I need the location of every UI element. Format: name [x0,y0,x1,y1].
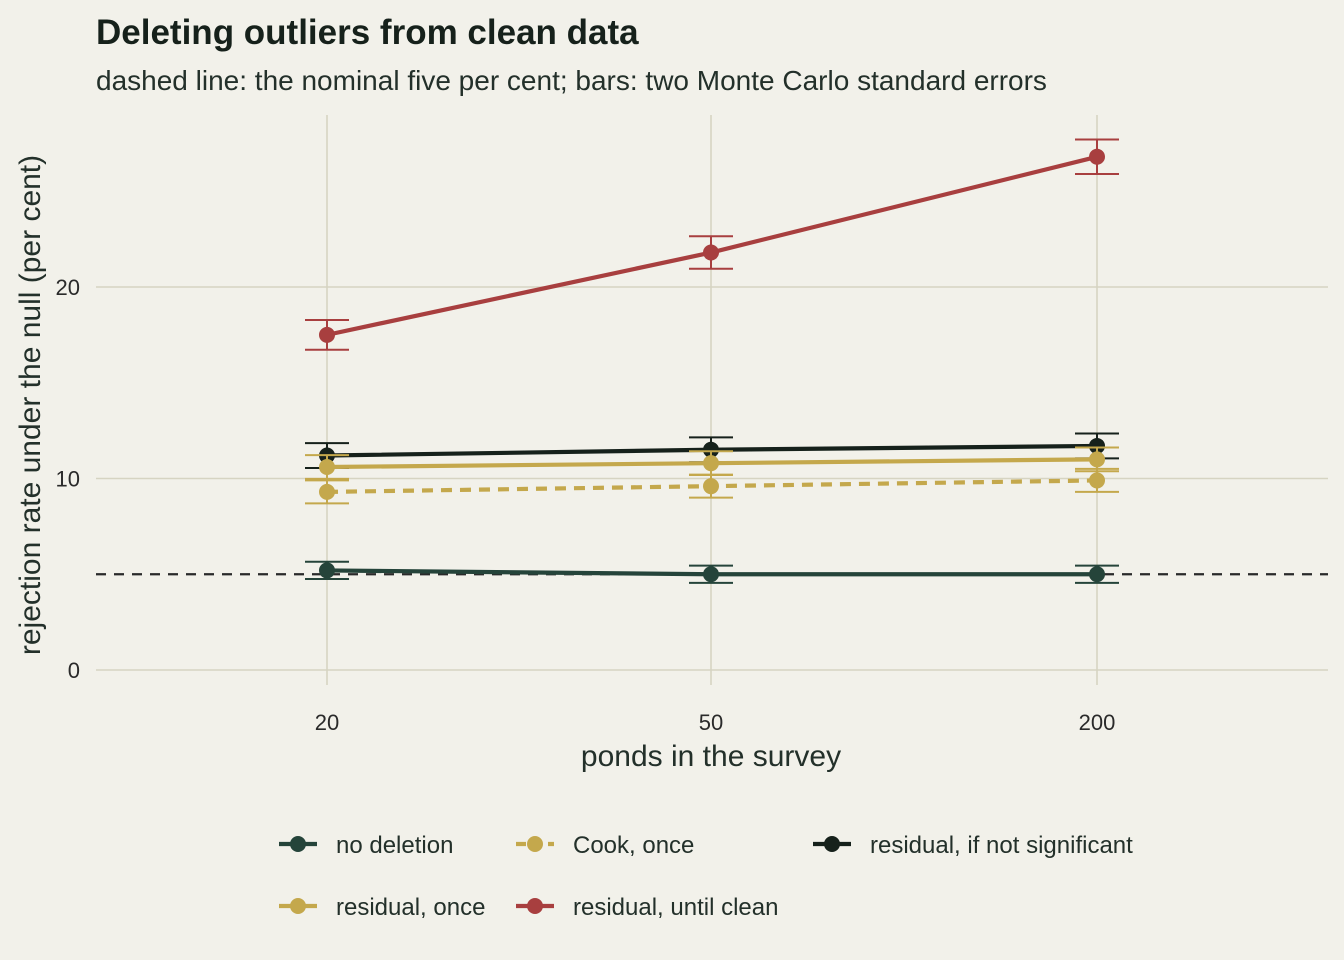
data-point [703,441,719,458]
x-axis-title: ponds in the survey [581,740,841,773]
data-point [703,244,719,261]
chart-subtitle: dashed line: the nominal five per cent; … [96,65,1047,96]
y-tick-label: 10 [56,467,80,492]
data-point [319,459,335,476]
data-point [1089,148,1105,165]
legend-item: no deletion [279,832,453,859]
x-tick-label: 200 [1079,710,1116,735]
legend-key-point [824,836,840,852]
data-point [703,478,719,495]
data-point [319,562,335,579]
legend-label: Cook, once [573,832,694,859]
legend-key-point [527,836,543,852]
legend-item: residual, until clean [516,894,778,921]
legend-key-point [290,836,306,852]
series-layer [305,138,1119,584]
data-point [319,483,335,500]
data-point [1089,472,1105,489]
legend-label: residual, if not significant [870,832,1133,859]
legend-item: residual, once [279,894,485,921]
x-tick-label: 20 [315,710,339,735]
data-point [1089,437,1105,454]
legend-label: residual, once [336,894,485,921]
series-4 [305,138,1119,351]
series-2 [305,432,1119,469]
data-point [319,326,335,343]
series-3 [305,446,1119,480]
legend-key-point [527,898,543,914]
y-tick-label: 0 [68,658,80,683]
legend-item: Cook, once [516,832,694,859]
y-axis-title: rejection rate under the null (per cent) [14,155,47,655]
legend-key-point [290,898,306,914]
legend-label: residual, until clean [573,894,778,921]
data-point [703,455,719,472]
y-tick-label: 20 [56,275,80,300]
legend: no deletion Cook, once residual, if not si… [279,832,1133,921]
data-point [1089,451,1105,468]
legend-item: residual, if not significant [813,832,1133,859]
chart-title: Deleting outliers from clean data [96,13,639,52]
data-point [1089,566,1105,583]
tick-labels: 0 10 20 20 50 200 [56,275,1116,735]
series-0 [305,560,1119,584]
legend-label: no deletion [336,832,453,859]
data-point [703,566,719,583]
grid-lines [96,115,1328,685]
x-tick-label: 50 [699,710,723,735]
